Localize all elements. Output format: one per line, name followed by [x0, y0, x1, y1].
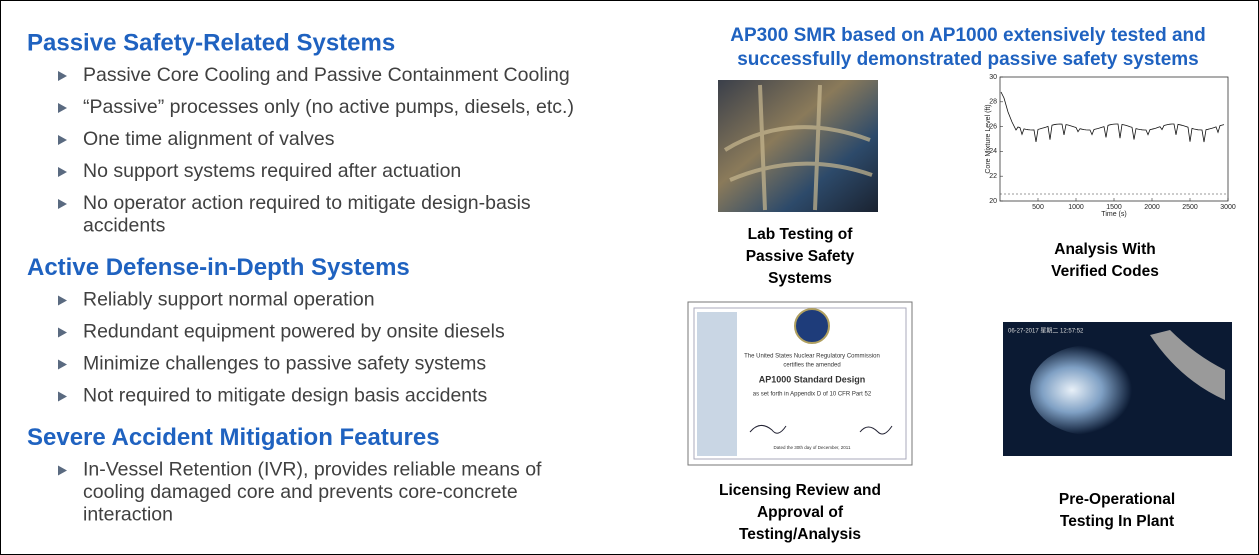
caption: Lab Testing of — [748, 226, 854, 243]
certificate-text: as set forth in Appendix D of 10 CFR Par… — [753, 392, 872, 398]
bullet-text: Passive Core Cooling and Passive Contain… — [83, 64, 570, 86]
plant-photo-spray — [1030, 345, 1150, 435]
lab-photo — [718, 80, 878, 212]
x-tick-label: 1000 — [1068, 204, 1084, 211]
caption: Pre-Operational — [1059, 491, 1175, 508]
certificate-text: Dated the 30th day of December, 2011 — [774, 445, 851, 450]
caption: Testing/Analysis — [739, 526, 861, 543]
certificate-text: AP1000 Standard Design — [759, 374, 866, 384]
section-heading: Passive Safety-Related Systems — [27, 29, 395, 56]
caption: Analysis With — [1054, 241, 1156, 258]
caption: Systems — [768, 270, 832, 287]
y-tick-label: 30 — [989, 74, 997, 81]
bullet-text: In-Vessel Retention (IVR), provides reli… — [83, 459, 542, 481]
caption: Licensing Review and — [719, 482, 881, 499]
bullet-text: Not required to mitigate design basis ac… — [83, 385, 488, 407]
bullet-text: Redundant equipment powered by onsite di… — [83, 321, 505, 343]
certificate-text: certifies the amended — [783, 363, 840, 369]
certificate-art — [697, 312, 737, 456]
x-tick-label: 2500 — [1182, 204, 1198, 211]
section-heading: Active Defense-in-Depth Systems — [27, 254, 410, 281]
plot-frame — [1000, 77, 1228, 201]
slide: 20222426283050010001500200025003000Time … — [0, 0, 1259, 555]
right-title: AP300 SMR based on AP1000 extensively te… — [730, 25, 1206, 46]
y-axis-label: Core Mixture Level (ft) — [985, 104, 992, 173]
x-tick-label: 500 — [1032, 204, 1044, 211]
timestamp: 06-27-2017 星期二 12:57:52 — [1008, 327, 1084, 335]
bullet-text: cooling damaged core and prevents core-c… — [83, 481, 518, 503]
caption: Passive Safety — [746, 248, 855, 265]
x-tick-label: 2000 — [1144, 204, 1160, 211]
y-tick-label: 20 — [989, 198, 997, 205]
bullet-text: Reliably support normal operation — [83, 289, 375, 311]
x-axis-label: Time (s) — [1101, 211, 1126, 218]
caption: Verified Codes — [1051, 263, 1159, 280]
bullet-text: interaction — [83, 504, 173, 526]
certificate-text: The United States Nuclear Regulatory Com… — [744, 354, 880, 360]
x-tick-label: 3000 — [1220, 204, 1236, 211]
bullet-text: “Passive” processes only (no active pump… — [83, 96, 574, 118]
section-heading: Severe Accident Mitigation Features — [27, 424, 440, 451]
bullet-text: One time alignment of valves — [83, 128, 335, 150]
x-tick-label: 1500 — [1106, 204, 1122, 211]
certificate-seal — [795, 309, 829, 343]
right-title: successfully demonstrated passive safety… — [737, 49, 1199, 70]
bullet-text: Minimize challenges to passive safety sy… — [83, 353, 486, 375]
caption: Approval of — [757, 504, 844, 521]
bullet-text: No support systems required after actuat… — [83, 160, 461, 182]
caption: Testing In Plant — [1060, 513, 1174, 530]
bullet-text: accidents — [83, 215, 166, 237]
bullet-text: No operator action required to mitigate … — [83, 192, 531, 214]
